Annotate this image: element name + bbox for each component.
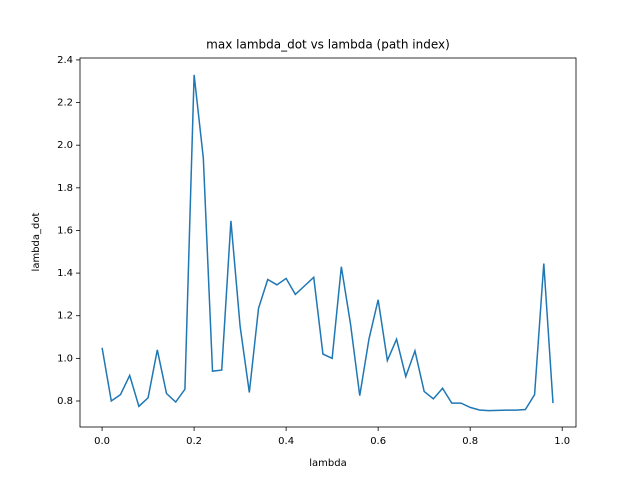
plot-frame (79, 57, 577, 428)
x-axis-label: lambda (309, 458, 346, 469)
y-tick-label: 2.2 (57, 98, 73, 109)
line (101, 74, 554, 412)
y-tick-label: 1.2 (57, 311, 73, 322)
y-tick-label: 0.8 (57, 396, 73, 407)
y-tick-label: 2.4 (57, 55, 73, 66)
y-tick-label: 1.6 (57, 225, 73, 236)
x-tick-label: 1.0 (554, 436, 570, 447)
y-tick-label: 1.4 (57, 268, 73, 279)
y-axis-label: lambda_dot (31, 212, 42, 271)
x-tick-label: 0.8 (462, 436, 478, 447)
y-tick-label: 1.0 (57, 353, 73, 364)
x-tick-label: 0.2 (186, 436, 202, 447)
y-tick-label: 2.0 (57, 140, 73, 151)
x-tick-label: 0.0 (94, 436, 110, 447)
chart-title: max lambda_dot vs lambda (path index) (206, 38, 450, 52)
x-tick-label: 0.4 (278, 436, 294, 447)
x-tick-label: 0.6 (370, 436, 386, 447)
y-tick-label: 1.8 (57, 183, 73, 194)
